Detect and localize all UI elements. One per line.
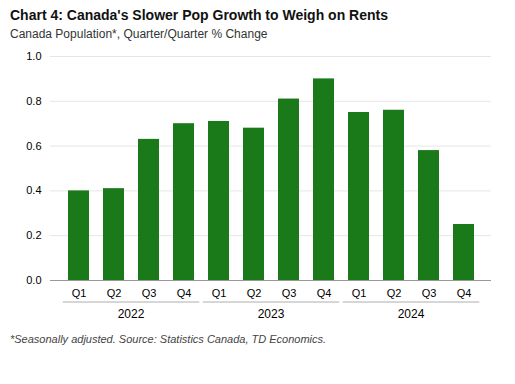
svg-text:2024: 2024: [398, 307, 425, 321]
svg-text:Q1: Q1: [352, 287, 367, 299]
svg-text:Q2: Q2: [387, 287, 402, 299]
html-text:Chart 4: Canada's Slower Pop G: Chart 4: Canada's Slower Pop Growth to W…: [10, 7, 388, 23]
svg-text:Q3: Q3: [142, 287, 157, 299]
svg-text:0.0: 0.0: [26, 274, 41, 286]
svg-text:Q4: Q4: [177, 287, 192, 299]
svg-text:Q1: Q1: [72, 287, 87, 299]
svg-text:0.4: 0.4: [26, 184, 41, 196]
svg-text:Q2: Q2: [107, 287, 122, 299]
svg-text:Q3: Q3: [282, 287, 297, 299]
html-text:Canada Population*, Quarter/Qu: Canada Population*, Quarter/Quarter % Ch…: [10, 27, 268, 41]
svg-text:Q2: Q2: [247, 287, 262, 299]
svg-text:0.8: 0.8: [26, 95, 41, 107]
svg-text:Q4: Q4: [317, 287, 332, 299]
svg-text:Q4: Q4: [457, 287, 472, 299]
svg-text:1.0: 1.0: [26, 50, 41, 62]
svg-text:Q1: Q1: [212, 287, 227, 299]
svg-text:0.6: 0.6: [26, 140, 41, 152]
svg-text:2023: 2023: [258, 307, 285, 321]
svg-text:Q3: Q3: [422, 287, 437, 299]
html-text:*Seasonally adjusted. Source:: *Seasonally adjusted. Source: Statistics…: [10, 333, 327, 345]
svg-text:0.2: 0.2: [26, 229, 41, 241]
svg-text:2022: 2022: [118, 307, 145, 321]
